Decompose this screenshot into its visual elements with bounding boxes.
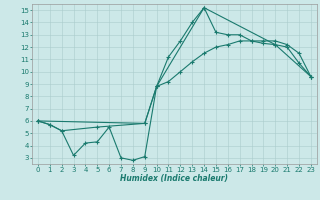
X-axis label: Humidex (Indice chaleur): Humidex (Indice chaleur) [120, 174, 228, 183]
